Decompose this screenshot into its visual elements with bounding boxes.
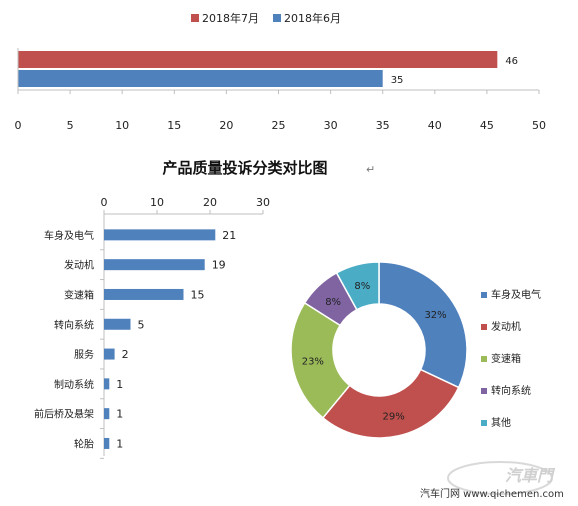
- tick-label: 15: [167, 119, 181, 132]
- data-label: 46: [505, 56, 518, 67]
- legend-swatch: [481, 388, 487, 394]
- tick-label: 50: [532, 119, 546, 132]
- data-label: 5: [138, 318, 145, 331]
- bar: [104, 437, 110, 449]
- watermark-car-logo: [447, 461, 553, 495]
- data-label: 1: [116, 378, 123, 391]
- top-x-axis: 0 5 10 15 20 25 30 35 40 45 50: [15, 48, 546, 132]
- legend-label: 变速箱: [491, 352, 521, 365]
- bar: [104, 318, 131, 330]
- top-bar-chart: 2018年7月 2018年6月 46 35 0 5 10 15 20 25 30 35 40 45 50: [15, 11, 547, 132]
- legend-swatch: [481, 324, 487, 330]
- bar: [104, 229, 216, 241]
- bar: [104, 408, 110, 420]
- doughnut-slice: [321, 368, 460, 439]
- tick-label: 30: [324, 119, 338, 132]
- category-bar-chart: 0 10 20 30 车身及电气 21 发动机 19 变速箱 15 转向系统 5 服务 2 制动系统 1 前后…: [34, 196, 270, 459]
- tick-label: 0: [101, 196, 108, 209]
- legend-label: 2018年6月: [284, 11, 341, 25]
- data-label: 1: [116, 437, 123, 450]
- category-label: 车身及电气: [44, 229, 94, 242]
- legend-label: 车身及电气: [491, 288, 541, 301]
- legend-swatch: [481, 420, 487, 426]
- data-label: 1: [116, 408, 123, 421]
- tick-label: 20: [219, 119, 233, 132]
- chart-title: 产品质量投诉分类对比图: [162, 159, 327, 177]
- legend-label: 其他: [491, 416, 511, 429]
- bar: [104, 348, 115, 360]
- tick-label: 10: [115, 119, 129, 132]
- slice-label: 8%: [325, 297, 341, 308]
- doughnut-slice: [335, 261, 380, 311]
- doughnut-slice: [378, 261, 468, 389]
- legend-label: 发动机: [491, 320, 521, 333]
- category-label: 发动机: [64, 259, 94, 272]
- watermark-brand: 汽車門: [505, 466, 556, 485]
- legend-swatch: [481, 292, 487, 298]
- tick-label: 10: [150, 196, 164, 209]
- tick-label: 35: [376, 119, 390, 132]
- tick-label: 20: [203, 196, 217, 209]
- top-bars: 46 35: [18, 51, 518, 87]
- return-mark: ↵: [366, 163, 375, 176]
- legend-label: 转向系统: [491, 384, 531, 397]
- slice-label: 23%: [302, 356, 324, 367]
- tick-label: 0: [15, 119, 22, 132]
- category-label: 变速箱: [64, 288, 94, 301]
- category-label: 转向系统: [54, 318, 94, 331]
- tick-label: 5: [67, 119, 74, 132]
- tick-label: 45: [480, 119, 494, 132]
- data-label: 21: [222, 229, 236, 242]
- slice-label: 32%: [424, 310, 446, 321]
- watermark: 汽車門 汽车门网 www.qichemen.com: [420, 461, 564, 500]
- slice-label: 8%: [354, 281, 370, 292]
- category-label: 服务: [74, 348, 94, 361]
- top-legend: 2018年7月 2018年6月: [191, 11, 341, 25]
- tick-label: 25: [272, 119, 286, 132]
- category-label: 前后桥及悬架: [34, 408, 94, 421]
- legend-label: 2018年7月: [202, 11, 259, 25]
- tick-label: 40: [428, 119, 442, 132]
- legend-swatch: [191, 14, 199, 22]
- doughnut-slice: [290, 301, 351, 419]
- legend-swatch: [481, 356, 487, 362]
- data-label: 35: [391, 75, 404, 86]
- bar: [104, 259, 205, 271]
- watermark-site: 汽车门网 www.qichemen.com: [420, 487, 564, 500]
- legend-swatch: [273, 14, 281, 22]
- tick-label: 30: [256, 196, 270, 209]
- bar: [104, 288, 184, 300]
- doughnut-slices: 32% 29% 23% 8% 8%: [290, 261, 468, 439]
- slice-label: 29%: [382, 411, 404, 422]
- category-bars: 车身及电气 21 发动机 19 变速箱 15 转向系统 5 服务 2 制动系统 1 前后桥及悬架 1 轮胎 1: [34, 229, 236, 451]
- category-label: 轮胎: [74, 437, 94, 450]
- category-label: 制动系统: [54, 378, 94, 391]
- data-label: 15: [191, 288, 205, 301]
- data-label: 2: [122, 348, 129, 361]
- data-label: 19: [212, 259, 226, 272]
- bar: [104, 378, 110, 390]
- bar: [18, 51, 498, 68]
- bar: [18, 70, 383, 87]
